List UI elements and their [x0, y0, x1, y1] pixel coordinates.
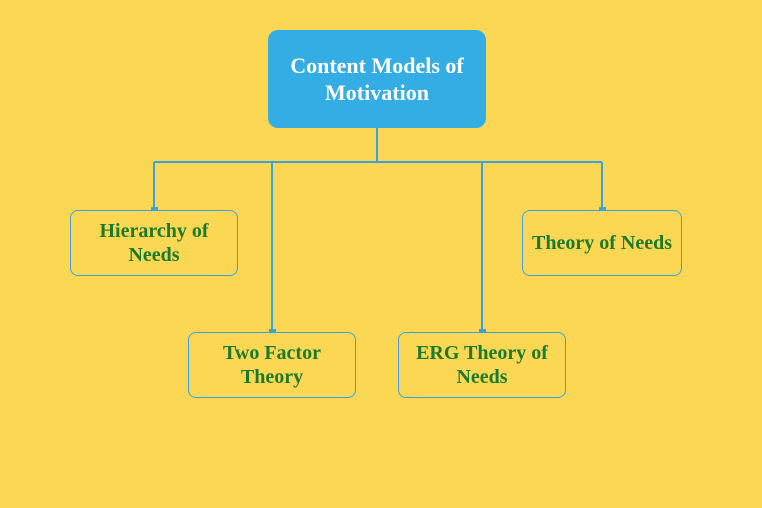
edge-trunk [376, 128, 378, 162]
edge-drop-3 [601, 162, 603, 210]
edge-bus [154, 161, 602, 163]
edge-drop-1 [271, 162, 273, 332]
child-node-theory: Theory of Needs [522, 210, 682, 276]
root-label: Content Models of Motivation [280, 52, 474, 107]
edge-drop-2 [481, 162, 483, 332]
root-node: Content Models of Motivation [268, 30, 486, 128]
child-label: Theory of Needs [532, 231, 672, 255]
child-label: ERG Theory of Needs [407, 341, 557, 389]
edge-drop-0 [153, 162, 155, 210]
child-node-twofactor: Two Factor Theory [188, 332, 356, 398]
child-node-erg: ERG Theory of Needs [398, 332, 566, 398]
child-label: Hierarchy of Needs [79, 219, 229, 267]
child-node-hierarchy: Hierarchy of Needs [70, 210, 238, 276]
child-label: Two Factor Theory [197, 341, 347, 389]
